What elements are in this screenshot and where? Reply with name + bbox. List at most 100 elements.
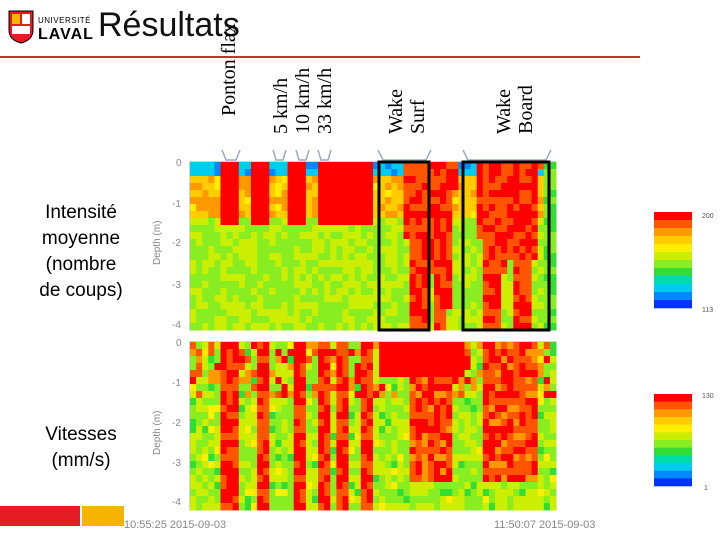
velocity-cell	[244, 461, 252, 469]
intensity-cell	[281, 309, 288, 317]
intensity-cell	[293, 281, 301, 289]
intensity-cell	[403, 281, 410, 289]
velocity-cell	[549, 342, 557, 350]
intensity-cell	[507, 281, 514, 289]
velocity-cell	[397, 447, 404, 455]
velocity-cell	[452, 398, 459, 406]
velocity-cell	[464, 398, 471, 406]
velocity-cell	[275, 384, 282, 392]
velocity-cell	[391, 496, 398, 504]
intensity-cell	[293, 323, 301, 331]
velocity-cell	[513, 405, 520, 413]
velocity-cell	[537, 461, 545, 469]
velocity-cell	[275, 412, 282, 420]
intensity-cell	[434, 309, 441, 317]
velocity-cell	[507, 454, 514, 462]
velocity-cell	[305, 391, 313, 399]
velocity-cell	[495, 398, 502, 406]
intensity-cell	[324, 190, 331, 198]
velocity-cell	[305, 503, 313, 511]
intensity-cell	[190, 162, 197, 170]
velocity-cell	[232, 391, 240, 399]
intensity-cell	[214, 253, 221, 261]
velocity-cell	[336, 468, 343, 476]
intensity-cell	[257, 162, 264, 170]
velocity-cell	[427, 433, 435, 441]
intensity-cell	[360, 176, 368, 184]
intensity-cell	[226, 246, 234, 254]
velocity-cell	[549, 468, 557, 476]
intensity-cell	[452, 232, 459, 240]
intensity-cell	[232, 246, 240, 254]
velocity-cell	[440, 412, 447, 420]
velocity-cell	[330, 391, 337, 399]
velocity-cell	[440, 356, 447, 364]
intensity-cell	[312, 211, 319, 219]
velocity-cell	[409, 384, 417, 392]
intensity-cell	[202, 169, 209, 177]
intensity-cell	[318, 281, 325, 289]
intensity-cell	[226, 274, 234, 282]
highlight-wake-surf	[377, 160, 431, 332]
velocity-cell	[299, 377, 307, 385]
intensity-cell	[549, 260, 557, 268]
velocity-cell	[440, 475, 447, 483]
intensity-cell	[251, 211, 258, 219]
velocity-cell	[281, 419, 288, 427]
velocity-cell	[208, 496, 215, 504]
velocity-cell	[232, 363, 240, 371]
intensity-cell	[324, 176, 331, 184]
intensity-cell	[464, 281, 471, 289]
intensity-cell	[275, 183, 282, 191]
intensity-cell	[336, 162, 343, 170]
velocity-cell	[354, 419, 362, 427]
velocity-cell	[257, 356, 264, 364]
intensity-cell	[543, 225, 551, 233]
x-start-label: 10:55:25 2015-09-03	[124, 519, 226, 531]
intensity-cell	[549, 288, 557, 296]
velocity-cell	[385, 447, 392, 455]
velocity-cell	[299, 496, 307, 504]
velocity-cell	[360, 503, 368, 511]
intensity-cell	[549, 204, 557, 212]
intensity-cell	[440, 288, 447, 296]
intensity-cell	[531, 281, 539, 289]
velocity-cell	[391, 391, 398, 399]
velocity-cell	[190, 454, 197, 462]
intensity-cell	[531, 183, 539, 191]
intensity-cell	[257, 211, 264, 219]
velocity-cell	[324, 391, 331, 399]
intensity-cell	[214, 316, 221, 324]
intensity-cell	[507, 295, 514, 303]
intensity-cell	[318, 246, 325, 254]
velocity-cell	[208, 447, 215, 455]
intensity-cell	[293, 274, 301, 282]
velocity-cell	[196, 356, 203, 364]
velocity-cell	[379, 363, 386, 371]
velocity-cell	[360, 342, 368, 350]
intensity-cell	[440, 274, 447, 282]
intensity-cell	[537, 232, 545, 240]
intensity-cell	[366, 211, 374, 219]
intensity-cell	[397, 232, 404, 240]
intensity-cell	[525, 197, 532, 205]
intensity-cell	[312, 183, 319, 191]
intensity-cell	[531, 225, 539, 233]
intensity-cell	[464, 288, 471, 296]
intensity-cell	[318, 204, 325, 212]
intensity-cell	[397, 218, 404, 226]
velocity-cell	[519, 496, 526, 504]
intensity-cell	[281, 204, 288, 212]
velocity-cell	[263, 475, 270, 483]
velocity-cell	[275, 363, 282, 371]
velocity-cell	[488, 482, 496, 490]
velocity-cell	[525, 461, 532, 469]
intensity-cell	[330, 183, 337, 191]
intensity-cell	[403, 183, 410, 191]
intensity-cell	[482, 267, 490, 275]
velocity-cell	[299, 475, 307, 483]
velocity-colorbar	[654, 394, 692, 487]
intensity-cell	[495, 176, 502, 184]
intensity-cell	[318, 295, 325, 303]
velocity-cell	[495, 419, 502, 427]
